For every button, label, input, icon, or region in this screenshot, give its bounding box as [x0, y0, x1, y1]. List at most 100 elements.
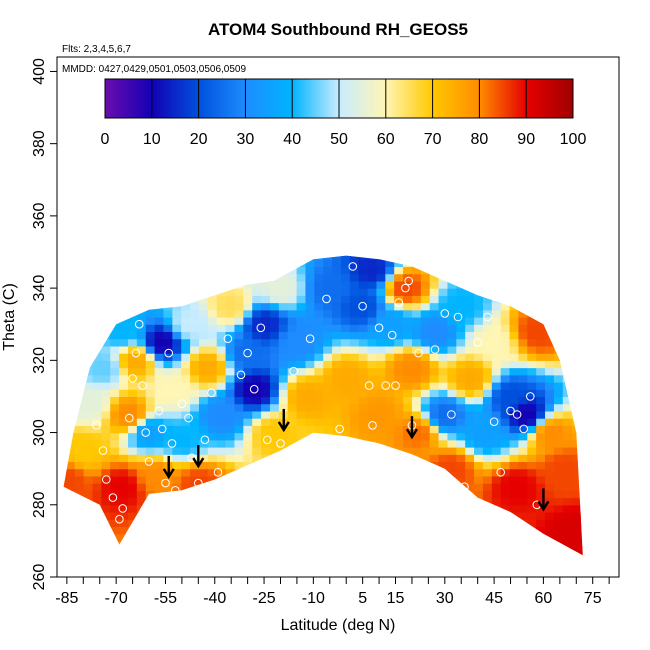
rh-cell: [216, 331, 227, 340]
rh-cell: [234, 389, 244, 398]
rh-cell: [456, 519, 466, 528]
rh-cell: [545, 454, 555, 463]
rh-cell: [403, 295, 413, 304]
rh-cell: [74, 418, 85, 426]
rh-cell: [376, 410, 386, 419]
rh-cell: [65, 360, 76, 369]
rh-cell: [252, 259, 262, 268]
rh-cell: [252, 331, 262, 340]
rh-cell: [145, 266, 156, 275]
rh-cell: [261, 324, 271, 333]
rh-cell: [358, 259, 369, 268]
rh-cell: [580, 475, 583, 484]
rh-cell: [394, 367, 404, 376]
rh-cell: [553, 280, 564, 289]
rh-cell: [207, 302, 218, 311]
sample-marker: [118, 504, 127, 513]
rh-cell: [119, 266, 129, 275]
rh-cell: [518, 418, 528, 426]
rh-cell: [358, 302, 369, 311]
rh-cell: [385, 382, 395, 390]
rh-cell: [438, 454, 449, 463]
rh-cell: [74, 382, 85, 390]
rh-cell: [136, 490, 147, 499]
rh-cell: [296, 255, 307, 260]
rh-cell: [509, 367, 520, 376]
rh-cell: [545, 360, 555, 369]
rh-cell: [83, 403, 94, 412]
rh-cell: [305, 454, 315, 463]
rh-cell: [287, 540, 298, 549]
rh-cell: [154, 548, 165, 556]
colorbar-tick-label: 90: [517, 131, 535, 148]
rh-cell: [429, 439, 440, 448]
rh-cell: [500, 461, 511, 470]
rh-cell: [296, 331, 307, 340]
rh-cell: [145, 439, 156, 448]
rh-cell: [65, 396, 76, 405]
rh-cell: [207, 324, 218, 333]
rh-cell: [269, 461, 280, 470]
rh-cell: [465, 266, 475, 275]
rh-cell: [474, 389, 484, 398]
rh-cell: [545, 382, 555, 390]
rh-cell: [536, 461, 546, 470]
rh-cell: [420, 367, 431, 376]
rh-cell: [456, 317, 466, 325]
rh-cell: [154, 280, 165, 289]
rh-cell: [243, 360, 253, 369]
rh-cell: [172, 255, 182, 260]
rh-cell: [482, 403, 493, 412]
rh-cell: [536, 360, 546, 369]
rh-cell: [527, 555, 536, 563]
rh-cell: [65, 533, 76, 542]
rh-cell: [447, 468, 457, 477]
rh-cell: [154, 353, 165, 361]
rh-cell: [136, 280, 147, 289]
rh-cell: [367, 353, 378, 361]
rh-cell: [65, 504, 76, 513]
rh-cell: [491, 295, 502, 304]
rh-cell: [518, 396, 528, 405]
rh-cell: [278, 389, 289, 398]
rh-cell: [278, 273, 289, 282]
rh-cell: [527, 302, 537, 311]
rh-cell: [243, 331, 253, 340]
rh-cell: [92, 447, 102, 455]
rh-cell: [580, 490, 583, 499]
rh-cell: [376, 447, 386, 455]
rh-cell: [269, 374, 280, 383]
rh-cell: [198, 533, 209, 542]
rh-cell: [74, 331, 85, 340]
rh-cell: [545, 255, 555, 260]
rh-cell: [358, 360, 369, 369]
rh-cell: [518, 447, 528, 455]
rh-cell: [580, 331, 583, 340]
rh-cell: [190, 403, 200, 412]
rh-cell: [216, 345, 227, 354]
rh-cell: [340, 425, 351, 434]
rh-cell: [243, 317, 253, 325]
rh-cell: [429, 540, 440, 549]
rh-cell: [225, 280, 236, 289]
rh-cell: [83, 461, 94, 470]
rh-cell: [216, 403, 227, 412]
rh-cell: [314, 273, 324, 282]
rh-cell: [225, 526, 236, 535]
rh-cell: [110, 266, 120, 275]
rh-cell: [349, 345, 360, 354]
rh-cell: [385, 512, 395, 520]
rh-cell: [92, 519, 102, 528]
rh-cell: [411, 295, 422, 304]
rh-cell: [269, 548, 280, 556]
rh-cell: [119, 389, 129, 398]
rh-cell: [74, 519, 85, 528]
rh-cell: [172, 345, 182, 354]
rh-cell: [154, 382, 165, 390]
rh-cell: [518, 382, 528, 390]
rh-cell: [136, 439, 147, 448]
rh-cell: [207, 512, 218, 520]
rh-cell: [447, 512, 457, 520]
rh-cell: [65, 425, 76, 434]
rh-cell: [536, 331, 546, 340]
